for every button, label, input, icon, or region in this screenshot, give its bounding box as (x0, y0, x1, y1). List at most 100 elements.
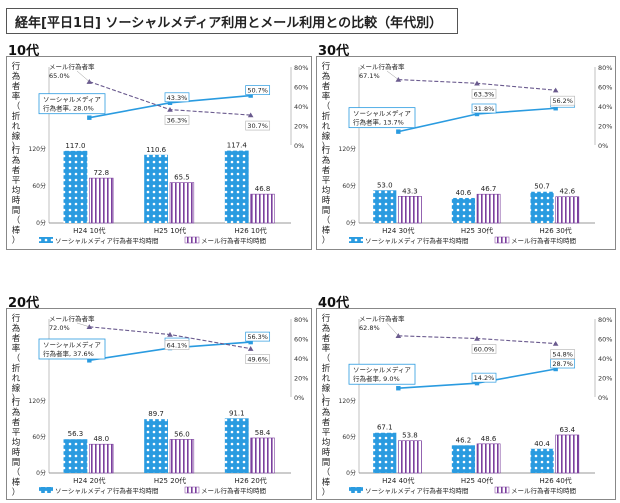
sns-rate-label: 50.7% (247, 87, 268, 95)
category-label: H26 30代 (540, 226, 572, 235)
sns-time-value-label: 40.6 (456, 189, 472, 197)
mail-rate-label: 56.2% (552, 97, 573, 105)
sns-rate-point (474, 380, 480, 386)
axis-title-time-char: （ (322, 215, 331, 226)
right-tick-label: 20% (294, 123, 308, 131)
legend-label-mail: メール行為者平均時間 (201, 236, 266, 245)
axis-title-rate-char: 線 (12, 131, 21, 142)
axis-title-time-char: 者 (12, 166, 21, 176)
axis-title-time-char: 者 (322, 418, 331, 428)
mail-time-bar (398, 195, 422, 224)
axis-title-time-char: （ (12, 467, 21, 478)
mail-rate-point (552, 87, 559, 93)
sns-time-value-label: 117.4 (227, 142, 248, 150)
axis-title-rate-char: （ (12, 353, 21, 364)
right-tick-label: 40% (598, 355, 612, 363)
sns-rate-label: 14.2% (474, 374, 495, 382)
mail-callout-title: メール行為者率 (49, 314, 95, 323)
mail-time-bar (89, 443, 114, 474)
sns-rate-point (553, 366, 558, 372)
sns-time-bar (224, 150, 249, 223)
sns-rate-point (87, 358, 92, 363)
right-tick-label: 60% (294, 336, 308, 344)
sns-time-bar (451, 445, 475, 473)
axis-title-time-char: 者 (12, 418, 21, 428)
rate-label-box (471, 372, 497, 383)
right-tick-label: 80% (294, 64, 308, 72)
mail-time-bar (476, 443, 501, 474)
sns-rate-label: 56.3% (247, 333, 268, 341)
legend-label-sns: ソーシャルメディア行為者平均時間 (55, 486, 158, 495)
axis-title-rate-char: 者 (12, 334, 21, 344)
left-tick-label: 0分 (36, 469, 46, 477)
right-tick-label: 0% (294, 394, 304, 402)
mail-rate-label: 30.7% (247, 122, 268, 130)
chart-20s: 行為者率（折れ線）行為者平均時間（棒）80%60%40%20%0%120分60分… (12, 313, 309, 498)
mail-rate-point (167, 107, 173, 112)
sns-time-bar (224, 418, 249, 473)
axis-title-time-char: 棒 (322, 477, 331, 488)
axis-title-time-char: 平 (12, 176, 21, 186)
sns-callout-box (348, 363, 416, 385)
mail-rate-label: 54.8% (552, 351, 573, 359)
panel-label-20: 20代 (8, 296, 40, 311)
rate-label-box (164, 340, 190, 350)
sns-callout-value: 行為者率, 13.7% (353, 118, 404, 127)
axis-title-rate-char: 率 (12, 91, 21, 102)
axis-title-time-char: 行 (322, 397, 331, 408)
sns-rate-point (474, 111, 480, 117)
axis-title-rate-char: 折 (12, 363, 21, 374)
axis-title-rate-char: 線 (12, 383, 21, 394)
sns-time-value-label: 67.1 (377, 424, 393, 432)
legend-swatch-mail (184, 236, 200, 244)
sns-time-value-label: 50.7 (534, 183, 550, 191)
category-label: H25 10代 (154, 226, 186, 235)
axis-title-rate-char: 線 (322, 131, 331, 142)
axis-title-rate-char: 行 (12, 313, 21, 324)
left-tick-label: 0分 (36, 219, 46, 227)
legend-swatch-mail (494, 486, 510, 494)
sns-callout-title: ソーシャルメディア (43, 95, 101, 104)
axis-title-time-char: 時 (12, 448, 21, 458)
left-tick-label: 120分 (339, 145, 356, 153)
legend-swatch-sns (349, 487, 363, 493)
category-label: H26 10代 (235, 226, 267, 235)
axis-title-rate-char: れ (12, 374, 21, 384)
mail-time-bar (555, 434, 580, 474)
mail-callout-leader (386, 70, 399, 80)
legend-label-mail: メール行為者平均時間 (511, 486, 576, 495)
sns-callout-box (38, 93, 106, 115)
right-tick-label: 60% (598, 336, 612, 344)
right-tick-label: 60% (598, 84, 612, 92)
rate-label-box (245, 354, 271, 364)
mail-callout-value: 62.8% (359, 324, 380, 332)
axis-title-rate-char: （ (322, 353, 331, 364)
rate-label-box (550, 349, 576, 359)
sns-time-value-label: 53.0 (377, 181, 393, 189)
axis-title-time-char: 間 (322, 458, 331, 468)
left-tick-label: 60分 (342, 433, 356, 441)
mail-rate-label: 63.3% (474, 90, 495, 98)
axis-title-time-char: 棒 (12, 225, 21, 236)
axis-title-time-char: 間 (12, 206, 21, 216)
axis-title-time-char: 為 (12, 407, 21, 418)
right-tick-label: 40% (294, 103, 308, 111)
chart-panel-20: 行為者率（折れ線）行為者平均時間（棒） 80% 60% 40% 20% 0% 120分 60分… (6, 308, 312, 500)
mail-rate-point (247, 112, 254, 118)
sns-rate-point (167, 100, 173, 105)
left-tick-label: 120分 (29, 397, 46, 405)
chart-panel-10: 行為者率（折れ線）行為者平均時間（棒） 80% 60% 40% 20% 0% 120分 60分… (6, 56, 312, 250)
legend-label-sns: ソーシャルメディア行為者平均時間 (365, 486, 468, 495)
mail-callout-title: メール行為者率 (49, 62, 95, 71)
mail-time-value-label: 72.8 (93, 169, 109, 177)
chart-40s: 行為者率（折れ線）行為者平均時間（棒）80%60%40%20%0%120分60分… (322, 313, 613, 498)
sns-time-value-label: 91.1 (229, 409, 245, 417)
axis-title-rate-char: れ (322, 374, 331, 384)
sns-time-bar (373, 432, 397, 473)
left-tick-label: 0分 (346, 469, 356, 477)
mail-time-value-label: 46.7 (481, 185, 497, 193)
left-tick-label: 60分 (32, 182, 46, 190)
mail-rate-point (552, 340, 559, 346)
mail-time-value-label: 56.0 (174, 430, 190, 438)
sns-time-value-label: 56.3 (68, 430, 84, 438)
